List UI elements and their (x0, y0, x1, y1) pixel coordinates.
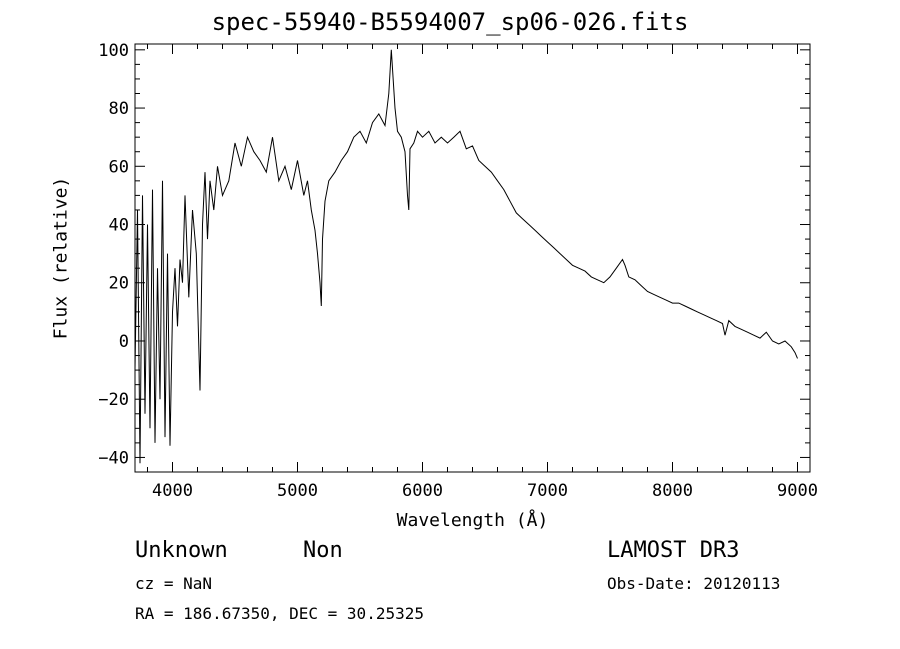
y-tick-label: 40 (109, 216, 129, 236)
y-tick-label: 20 (109, 274, 129, 294)
object-class: Non (303, 538, 343, 563)
y-tick-label: −40 (98, 448, 129, 468)
x-axis-label: Wavelength (Å) (396, 510, 549, 531)
redshift-label: cz = NaN (135, 574, 213, 593)
survey-name: LAMOST DR3 (607, 538, 740, 563)
coordinates: RA = 186.67350, DEC = 30.25325 (135, 604, 424, 623)
y-tick-label: 80 (109, 99, 129, 119)
obs-date: Obs-Date: 20120113 (607, 574, 781, 593)
spectrum-line (134, 49, 798, 464)
plot-frame (134, 43, 811, 473)
x-tick-label: 9000 (777, 481, 818, 501)
y-tick-label: 60 (109, 157, 129, 177)
y-tick-label: −20 (98, 390, 129, 410)
axis-tick-labels: 4000 5000 6000 7000 8000 9000 −40 −20 0 20 40 60 80 1… (98, 41, 818, 501)
object-type: Unknown (135, 538, 228, 563)
x-tick-label: 8000 (652, 481, 693, 501)
x-tick-label: 4000 (152, 481, 193, 501)
y-tick-label: 100 (98, 41, 129, 61)
axis-ticks (135, 44, 810, 472)
x-tick-label: 6000 (402, 481, 443, 501)
chart-title: spec-55940-B5594007_sp06-026.fits (211, 8, 689, 36)
x-tick-label: 5000 (277, 481, 318, 501)
y-axis-label: Flux (relative) (50, 176, 72, 340)
x-tick-label: 7000 (527, 481, 568, 501)
y-tick-label: 0 (119, 332, 129, 352)
